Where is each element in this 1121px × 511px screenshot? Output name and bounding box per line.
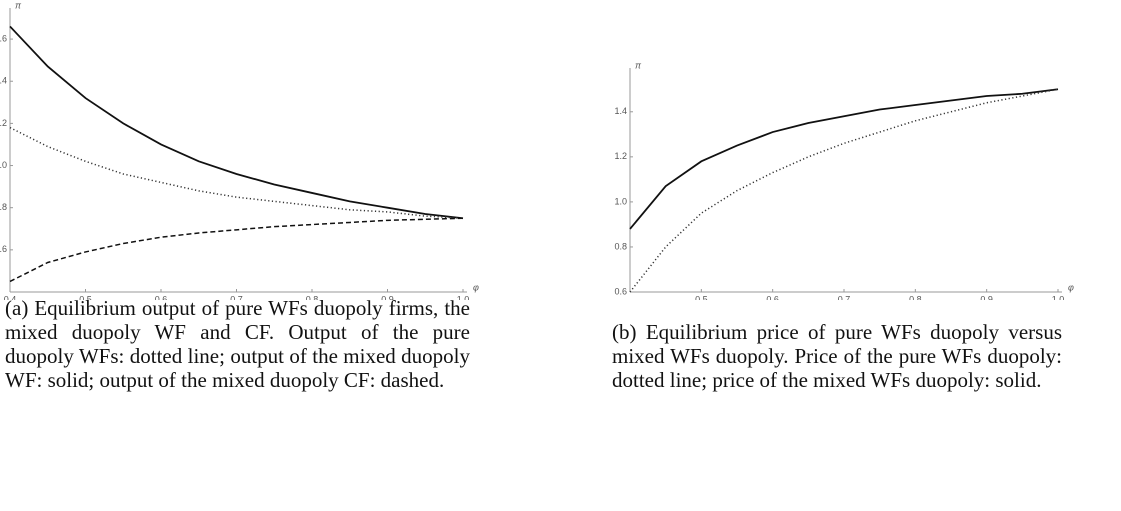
x-axis-label: φ xyxy=(473,282,479,292)
x-tick-label: 0.6 xyxy=(155,294,168,300)
line-series xyxy=(629,88,1059,230)
x-axis-label: φ xyxy=(1068,282,1074,292)
y-tick-label: 1.4 xyxy=(0,76,7,86)
y-axis-label: π xyxy=(15,0,22,10)
y-tick-label: 1.4 xyxy=(614,106,627,116)
x-tick-label: 0.6 xyxy=(766,294,779,300)
caption: (a) Equilibrium output of pure WFs duopo… xyxy=(5,296,470,392)
x-tick-label: 1.0 xyxy=(457,294,470,300)
x-tick-label: 1.0 xyxy=(1052,294,1065,300)
y-axis-label: π xyxy=(635,60,642,70)
x-tick-label: 0.7 xyxy=(838,294,851,300)
y-tick-label: 1.6 xyxy=(0,33,7,43)
x-tick-label: 0.8 xyxy=(909,294,922,300)
line-series xyxy=(9,217,464,283)
figure: 0.4 0.5 0.6 0.7 0.8 0.9 1.0 0.6 0.8 1.0 1.2 1.4 1.6 φ… xyxy=(0,0,1074,300)
x-tick-label: 0.5 xyxy=(695,294,708,300)
line-series xyxy=(629,88,1059,293)
y-tick-label: 1.0 xyxy=(0,160,7,170)
y-tick-label: 0.8 xyxy=(614,241,627,251)
y-tick-label: 1.0 xyxy=(614,196,627,206)
y-tick-label: 0.6 xyxy=(0,244,7,254)
x-tick-label: 0.8 xyxy=(306,294,319,300)
y-tick-label: 1.2 xyxy=(0,118,7,128)
x-tick-label: 0.9 xyxy=(381,294,394,300)
x-tick-label: 0.7 xyxy=(230,294,243,300)
y-tick-label: 1.2 xyxy=(614,151,627,161)
y-tick-label: 0.6 xyxy=(614,286,627,296)
x-tick-label: 0.4 xyxy=(4,294,17,300)
x-tick-label: 0.9 xyxy=(980,294,993,300)
y-tick-label: 0.8 xyxy=(0,202,7,212)
caption: (b) Equilibrium price of pure WFs duopol… xyxy=(612,320,1062,392)
line-series xyxy=(9,126,464,219)
line-series xyxy=(9,25,464,220)
x-tick-label: 0.5 xyxy=(79,294,92,300)
